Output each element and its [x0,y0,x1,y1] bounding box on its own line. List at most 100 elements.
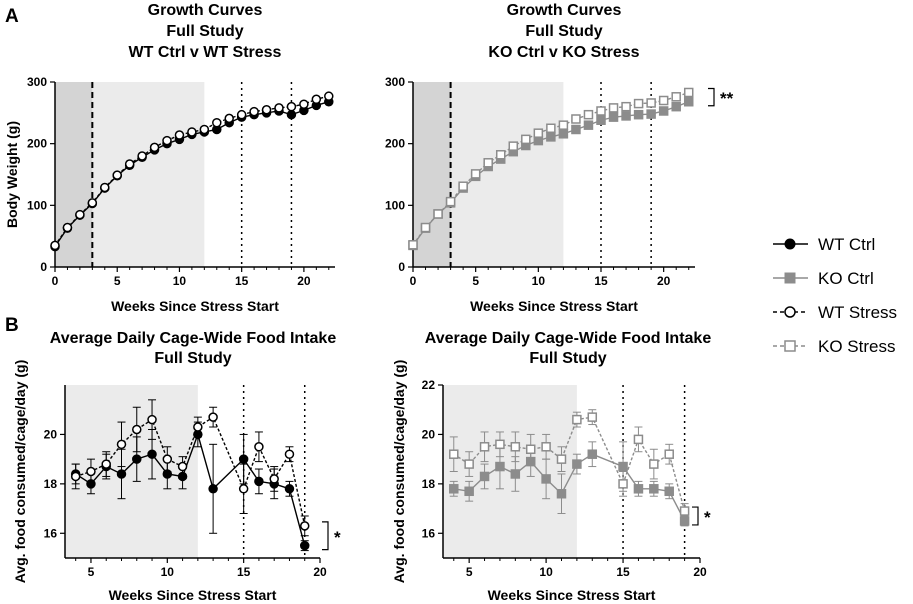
chart-title-line: Full Study [166,23,243,40]
legend-label-wt-ctrl: WT Ctrl [818,235,875,254]
data-point [193,422,203,432]
x-tick-label: 15 [237,565,251,579]
x-tick-label: 5 [114,274,121,288]
data-point [147,449,157,459]
data-point [224,113,234,124]
data-point [546,132,556,142]
data-point [149,142,160,153]
chart-title-line: Full Study [529,350,606,367]
y-axis-label: Avg. food consumed/cage/day (g) [391,360,407,584]
data-point [116,439,127,450]
data-point [664,486,674,497]
data-point [464,459,474,469]
data-point [608,103,619,113]
data-point [608,112,619,122]
data-point [479,471,490,482]
y-tick-label: 100 [27,198,47,212]
x-tick-label: 10 [532,274,546,288]
legend-marker-wt-ctrl [784,238,796,250]
data-point [541,442,551,452]
legend-marker-ko-ctrl [784,272,796,284]
y-tick-label: 200 [27,137,47,151]
chart-food-ko: 5 10 15 20 16 18 20 22 Average Daily Cage-Wide F… [391,330,711,603]
y-tick-label: 0 [40,260,47,274]
data-point [633,484,644,494]
x-tick-label: 10 [539,565,553,579]
chart-title-line: Full Study [525,23,602,40]
data-point [571,114,581,124]
shaded-region-dark [413,82,451,267]
data-point [556,454,567,464]
data-point [646,109,656,119]
legend: WT Ctrl KO Ctrl WT Stress KO Stress [773,235,897,356]
y-tick-label: 0 [398,260,405,274]
data-point [137,151,147,161]
legend-label-ko-ctrl: KO Ctrl [818,269,874,288]
data-point [449,449,459,459]
legend-item-ko-ctrl: KO Ctrl [773,269,874,288]
data-point [286,109,297,120]
data-point [187,127,197,137]
significance-bracket [692,506,699,526]
y-tick-label: 20 [422,427,436,441]
data-point [100,182,110,193]
data-point [208,484,218,494]
legend-item-wt-stress: WT Stress [773,303,897,322]
significance-marker: ** [720,89,734,108]
data-point [664,449,674,459]
data-point [208,412,218,422]
data-point [132,424,142,435]
y-tick-label: 200 [385,137,405,151]
x-axis-label: Weeks Since Stress Start [470,298,638,314]
data-point [587,449,598,459]
series-line-ko-stress [412,91,689,246]
y-tick-label: 16 [44,526,58,540]
data-point [174,130,185,140]
x-axis-label: Weeks Since Stress Start [111,298,279,314]
data-point [510,442,521,452]
y-tick-label: 300 [27,75,47,89]
data-point [124,159,135,169]
x-axis-label: Weeks Since Stress Start [109,587,277,603]
data-point [621,101,631,112]
data-point [299,540,310,551]
data-point [556,488,567,499]
x-tick-label: 15 [594,274,608,288]
data-point [587,412,598,422]
data-point [618,479,628,489]
data-point [646,98,656,108]
x-tick-label: 5 [466,565,473,579]
data-point [408,240,418,250]
data-point [116,469,127,479]
data-point [162,135,172,146]
legend-label-wt-stress: WT Stress [818,303,897,322]
legend-marker-wt-stress [784,306,796,318]
data-point [50,240,60,251]
x-tick-label: 20 [657,274,671,288]
data-point [261,105,272,115]
data-point [274,103,284,113]
x-tick-label: 0 [52,274,59,288]
significance-marker: * [704,508,711,527]
x-tick-label: 20 [297,274,311,288]
chart-title-line: Full Study [154,350,231,367]
chart-title-line: Growth Curves [148,2,263,19]
data-point [212,117,222,128]
data-point [62,222,73,233]
x-tick-label: 15 [235,274,249,288]
data-point [633,434,644,445]
data-point [596,115,606,125]
data-point [70,471,81,482]
y-tick-label: 18 [422,477,436,491]
data-point [633,109,644,120]
y-tick-label: 16 [422,526,436,540]
data-point [533,128,544,138]
x-axis-label: Weeks Since Stress Start [488,587,656,603]
data-point [254,476,264,487]
data-point [132,454,142,464]
data-point [162,454,173,464]
data-point [86,466,96,477]
significance-bracket [708,87,715,107]
